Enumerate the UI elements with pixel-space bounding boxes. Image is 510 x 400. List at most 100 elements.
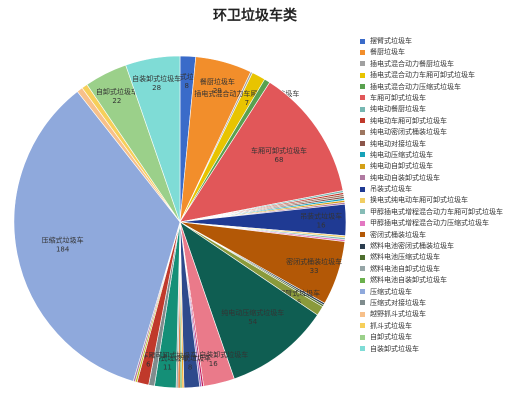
legend-item[interactable]: 纯电动压缩式垃圾车 — [360, 150, 508, 161]
legend-item[interactable]: 甲醇插电式增程混合动力压缩式垃圾车 — [360, 218, 508, 229]
slice-label: 车厢可卸式垃圾车 — [251, 146, 307, 155]
legend-item[interactable]: 甲醇插电式增程混合动力车厢可卸式垃圾车 — [360, 207, 508, 218]
legend-item[interactable]: 纯电动对接垃圾车 — [360, 139, 508, 150]
slice-label: 餐厨垃圾车 — [200, 77, 235, 86]
slice-label: 自装卸式垃圾车 — [132, 74, 181, 83]
legend-swatch — [360, 163, 365, 169]
legend-swatch — [360, 220, 365, 226]
legend-label: 插电式混合动力压缩式垃圾车 — [370, 82, 461, 91]
slice-label: 摆臂式垃圾车 — [166, 72, 208, 81]
legend-swatch — [360, 118, 365, 124]
slice-value-label: 16 — [209, 360, 218, 368]
legend-item[interactable]: 换电式纯电动车厢可卸式垃圾车 — [360, 195, 508, 206]
legend-swatch — [360, 346, 365, 352]
legend-label: 纯电动餐厨垃圾车 — [370, 105, 426, 114]
legend-item[interactable]: 抓斗式垃圾车 — [360, 321, 508, 332]
slice-value-label: 29 — [213, 87, 222, 95]
legend-item[interactable]: 餐厨垃圾车 — [360, 47, 508, 58]
slice-label: 密闭式桶装垃圾车 — [286, 257, 342, 266]
legend-label: 甲醇插电式增程混合动力压缩式垃圾车 — [370, 219, 489, 228]
legend-swatch — [360, 311, 365, 317]
slice-value-label: 6 — [146, 361, 151, 369]
legend-swatch — [360, 84, 365, 90]
slice-value-label: 11 — [163, 364, 172, 372]
legend-swatch — [360, 334, 365, 340]
slice-label: 自卸式垃圾车 — [96, 87, 138, 96]
legend-swatch — [360, 289, 365, 295]
legend-label: 插电式混合动力餐厨垃圾车 — [370, 59, 454, 68]
legend-swatch — [360, 106, 365, 112]
legend-label: 纯电动车厢可卸式垃圾车 — [370, 116, 447, 125]
slice-value-label: 28 — [152, 84, 161, 92]
slice-value-label: 16 — [317, 221, 326, 229]
slice-value-label: 22 — [112, 97, 121, 105]
legend-swatch — [360, 266, 365, 272]
slice-label: 压缩式垃圾车 — [169, 354, 211, 363]
legend-swatch — [360, 254, 365, 260]
legend-label: 密闭式桶装垃圾车 — [370, 230, 426, 239]
pie-slice — [179, 221, 318, 380]
legend-swatch — [360, 152, 365, 158]
legend-label: 车厢可卸式垃圾车 — [370, 93, 426, 102]
legend-swatch — [360, 197, 365, 203]
legend-swatch — [360, 129, 365, 135]
legend-item[interactable]: 吊装式垃圾车 — [360, 184, 508, 195]
legend-item[interactable]: 燃料电池自卸式垃圾车 — [360, 264, 508, 275]
legend-item[interactable]: 压缩式对接垃圾车 — [360, 298, 508, 309]
legend-label: 纯电动自卸式垃圾车 — [370, 162, 433, 171]
legend-swatch — [360, 61, 365, 67]
legend-swatch — [360, 232, 365, 238]
legend-item[interactable]: 插电式混合动力餐厨垃圾车 — [360, 59, 508, 70]
legend-item[interactable]: 纯电动车厢可卸式垃圾车 — [360, 116, 508, 127]
legend-swatch — [360, 38, 365, 44]
legend-swatch — [360, 243, 365, 249]
legend-item[interactable]: 燃料电池密闭式桶装垃圾车 — [360, 241, 508, 252]
slice-label: 压缩式垃圾车 — [146, 354, 188, 363]
legend-item[interactable]: 插电式混合动力车厢可卸式垃圾车 — [360, 70, 508, 81]
legend-item[interactable]: 纯电动密闭式桶装垃圾车 — [360, 127, 508, 138]
legend-swatch — [360, 95, 365, 101]
legend-swatch — [360, 277, 365, 283]
slice-value-label: 7 — [245, 99, 249, 107]
legend-swatch — [360, 49, 365, 55]
pie-slice — [179, 81, 344, 223]
legend-label: 纯电动自装卸式垃圾车 — [370, 173, 440, 182]
legend-label: 餐厨垃圾车 — [370, 48, 405, 57]
legend-label: 燃料电池自装卸式垃圾车 — [370, 276, 447, 285]
legend-item[interactable]: 纯电动自卸式垃圾车 — [360, 161, 508, 172]
legend-label: 纯电动对接垃圾车 — [370, 139, 426, 148]
slice-value-label: 8 — [188, 364, 192, 372]
legend-item[interactable]: 越野抓斗式垃圾车 — [360, 309, 508, 320]
slice-value-label: 33 — [310, 267, 319, 275]
legend-label: 燃料电池密闭式桶装垃圾车 — [370, 242, 454, 251]
legend-item[interactable]: 插电式混合动力压缩式垃圾车 — [360, 82, 508, 93]
legend-item[interactable]: 自装卸式垃圾车 — [360, 344, 508, 355]
legend-item[interactable]: 纯电动餐厨垃圾车 — [360, 104, 508, 115]
slice-value-label: 54 — [248, 318, 257, 326]
legend-label: 燃料电池压缩式垃圾车 — [370, 253, 440, 262]
slice-label: 摆臂式垃圾车 — [278, 289, 320, 298]
legend-label: 纯电动密闭式桶装垃圾车 — [370, 128, 447, 137]
legend-item[interactable]: 摆臂式垃圾车 — [360, 36, 508, 47]
legend-item[interactable]: 自卸式垃圾车 — [360, 332, 508, 343]
legend-swatch — [360, 72, 365, 78]
legend-swatch — [360, 300, 365, 306]
legend-swatch — [360, 175, 365, 181]
legend-label: 纯电动压缩式垃圾车 — [370, 150, 433, 159]
chart-title: 环卫垃圾车类 — [213, 8, 297, 24]
legend-label: 压缩式对接垃圾车 — [370, 298, 426, 307]
legend-item[interactable]: 密闭式桶装垃圾车 — [360, 230, 508, 241]
legend-label: 插电式混合动力车厢可卸式垃圾车 — [370, 71, 475, 80]
legend-label: 抓斗式垃圾车 — [370, 321, 412, 330]
legend-label: 自卸式垃圾车 — [370, 333, 412, 342]
legend-item[interactable]: 燃料电池压缩式垃圾车 — [360, 252, 508, 263]
legend-item[interactable]: 压缩式垃圾车 — [360, 287, 508, 298]
legend-label: 自装卸式垃圾车 — [370, 344, 419, 353]
legend-item[interactable]: 车厢可卸式垃圾车 — [360, 93, 508, 104]
legend-item[interactable]: 纯电动自装卸式垃圾车 — [360, 173, 508, 184]
slice-label: 纯电动压缩式垃圾车 — [221, 308, 284, 317]
legend-label: 摆臂式垃圾车 — [370, 37, 412, 45]
slice-label: 插电式混合动力车厢可卸式垃圾车 — [194, 89, 299, 98]
legend-item[interactable]: 燃料电池自装卸式垃圾车 — [360, 275, 508, 286]
